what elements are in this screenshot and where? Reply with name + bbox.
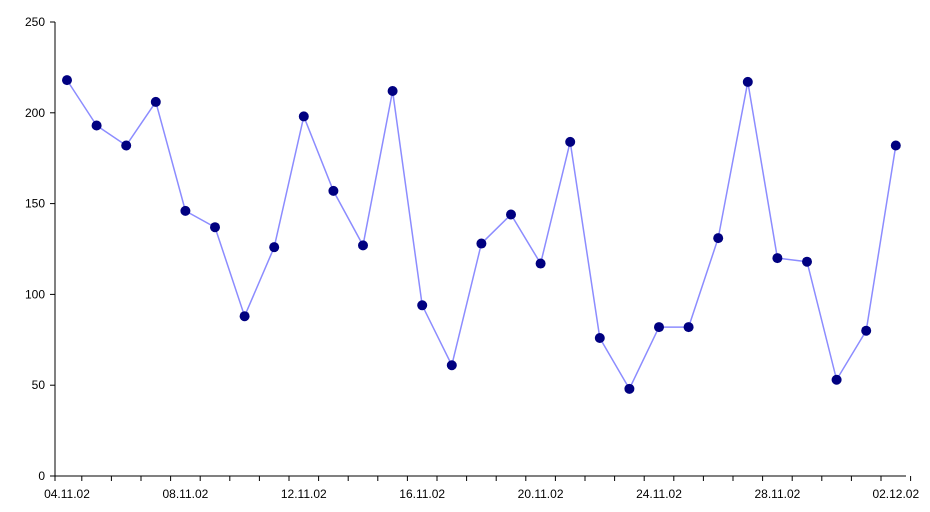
data-point: [654, 322, 664, 333]
data-point: [328, 185, 339, 196]
data-point: [742, 76, 753, 87]
x-axis-ticks: 04.11.02 08.11.02 12.11.02 16.11.02 20.11.02…: [44, 476, 919, 501]
data-point: [890, 140, 901, 151]
y-tick-label: 200: [25, 106, 45, 120]
data-point: [387, 86, 398, 97]
data-point: [269, 242, 280, 253]
data-point: [713, 233, 724, 244]
series-line-group: [66, 79, 897, 391]
data-point: [802, 256, 812, 267]
y-tick-label: 150: [25, 197, 45, 211]
data-point: [91, 120, 102, 131]
axes: [54, 22, 906, 477]
data-point: [121, 140, 132, 151]
data-point: [180, 205, 191, 216]
y-tick-label: 0: [38, 469, 45, 483]
data-point: [594, 332, 605, 343]
y-tick-label: 250: [25, 15, 45, 29]
y-tick-label: 50: [32, 378, 46, 392]
y-axis-ticks: 0 50 100 150 200 250: [25, 15, 55, 483]
data-point: [150, 96, 161, 107]
series-line: [66, 79, 897, 391]
data-point: [683, 322, 694, 333]
data-point: [298, 111, 309, 122]
series-points-group: [62, 75, 901, 394]
data-point: [535, 258, 546, 269]
x-tick-label: 20.11.02: [518, 487, 564, 501]
data-point: [772, 253, 783, 264]
data-point: [831, 374, 842, 385]
data-point: [861, 325, 872, 336]
data-point: [358, 240, 368, 251]
data-point: [446, 360, 457, 371]
data-point: [506, 209, 516, 220]
x-tick-label: 02.12.02: [872, 487, 919, 501]
x-tick-label: 12.11.02: [281, 487, 327, 501]
data-point: [62, 75, 72, 86]
x-tick-label: 04.11.02: [44, 487, 90, 501]
data-point: [624, 383, 635, 394]
x-tick-label: 28.11.02: [754, 487, 800, 501]
data-point: [476, 238, 487, 249]
x-tick-label: 24.11.02: [636, 487, 682, 501]
data-point: [239, 311, 250, 322]
y-tick-label: 100: [25, 287, 45, 301]
x-tick-label: 08.11.02: [162, 487, 208, 501]
data-point: [210, 222, 220, 233]
x-tick-label: 16.11.02: [399, 487, 445, 501]
data-point: [565, 136, 576, 147]
data-point: [417, 300, 428, 311]
